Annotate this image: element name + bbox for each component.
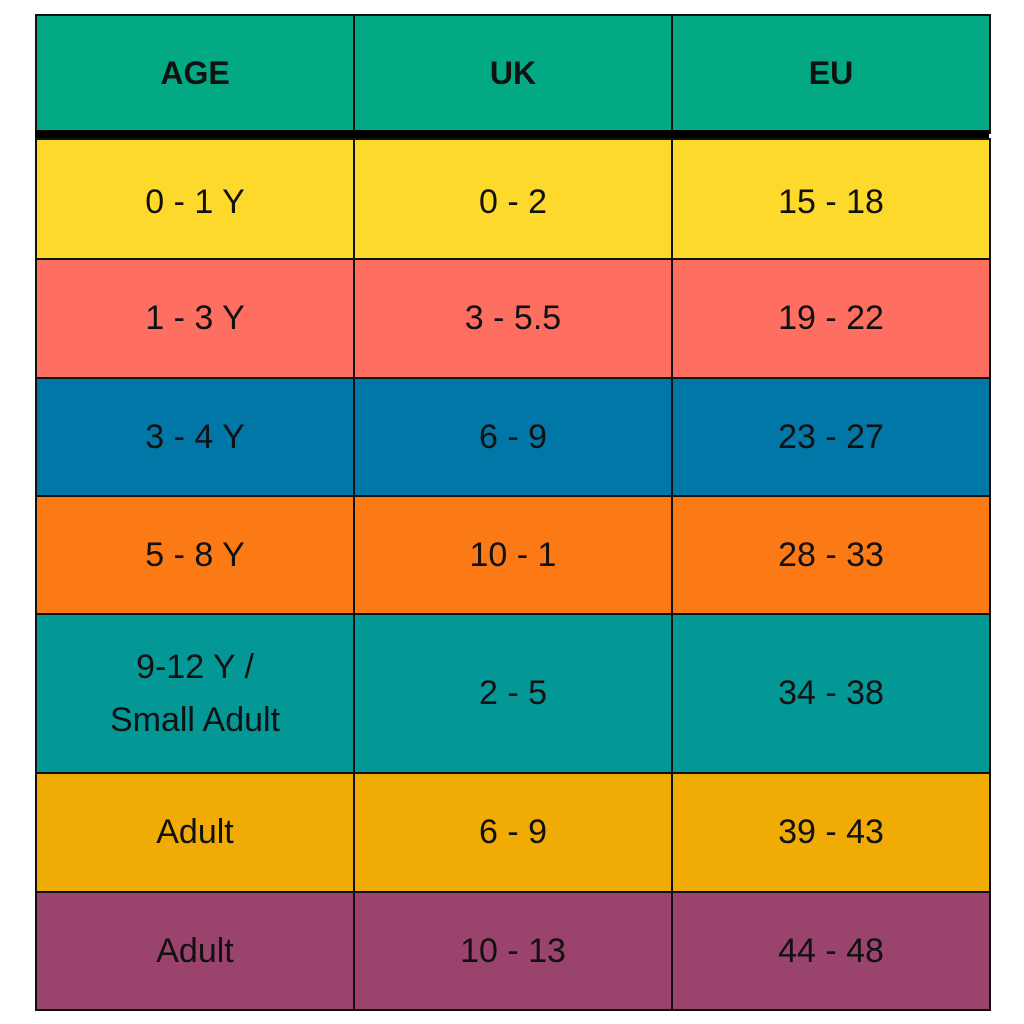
- table-cell: 10 - 13: [353, 891, 673, 1011]
- header-cell: UK: [353, 14, 673, 134]
- table-cell: 15 - 18: [671, 138, 991, 266]
- table-cell: 19 - 22: [671, 258, 991, 379]
- table-cell: 5 - 8 Y: [35, 495, 355, 615]
- table-cell: 23 - 27: [671, 377, 991, 497]
- table-cell: 34 - 38: [671, 613, 991, 774]
- table-cell: 6 - 9: [353, 377, 673, 497]
- table-cell: 2 - 5: [353, 613, 673, 774]
- table-cell: 0 - 2: [353, 138, 673, 266]
- table-cell: Adult: [35, 891, 355, 1011]
- table-cell: Adult: [35, 772, 355, 893]
- header-rule: [35, 130, 989, 138]
- table-cell: 39 - 43: [671, 772, 991, 893]
- header-cell: EU: [671, 14, 991, 134]
- table-cell: 3 - 5.5: [353, 258, 673, 379]
- table-cell: 1 - 3 Y: [35, 258, 355, 379]
- table-cell: 3 - 4 Y: [35, 377, 355, 497]
- table-cell: 9-12 Y / Small Adult: [35, 613, 355, 774]
- table-cell: 10 - 1: [353, 495, 673, 615]
- table-cell: 0 - 1 Y: [35, 138, 355, 266]
- table-cell: 44 - 48: [671, 891, 991, 1011]
- header-cell: AGE: [35, 14, 355, 134]
- table-cell: 6 - 9: [353, 772, 673, 893]
- table-cell: 28 - 33: [671, 495, 991, 615]
